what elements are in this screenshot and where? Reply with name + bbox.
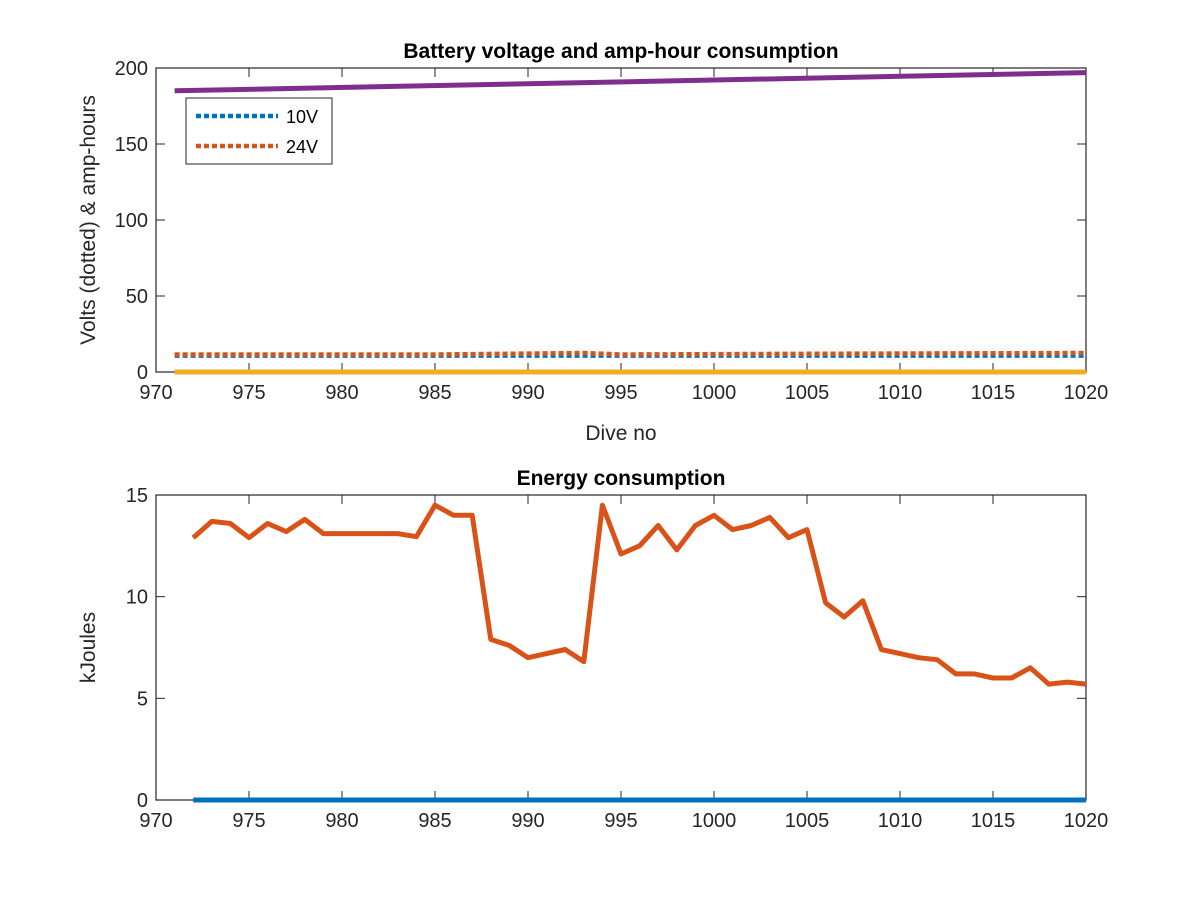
x-tick-label: 990 xyxy=(511,382,544,404)
x-tick-label: 995 xyxy=(604,810,637,832)
legend-label: 10V xyxy=(286,107,318,127)
x-tick-label: 975 xyxy=(232,382,265,404)
y-tick-label: 5 xyxy=(137,688,148,710)
x-tick-label: 1020 xyxy=(1064,810,1109,832)
series-line-24v xyxy=(174,350,1087,357)
y-axis-label: kJoules xyxy=(77,612,100,683)
x-tick-label: 1000 xyxy=(692,382,737,404)
chart-title: Battery voltage and amp-hour consumption xyxy=(403,40,838,63)
x-tick-label: 1015 xyxy=(971,382,1016,404)
legend: 10V 24V xyxy=(185,97,333,165)
x-tick-label: 970 xyxy=(139,810,172,832)
x-tick-label: 975 xyxy=(232,810,265,832)
x-tick-label: 1010 xyxy=(878,382,923,404)
legend-box xyxy=(185,97,333,165)
y-tick-label: 100 xyxy=(115,210,148,232)
x-axis-label: Dive no xyxy=(585,422,656,445)
y-axis-label: Volts (dotted) & amp-hours xyxy=(77,95,100,345)
series-line-0 xyxy=(191,502,1087,687)
x-tick-label: 980 xyxy=(325,382,358,404)
legend-label: 24V xyxy=(286,137,318,157)
voltage-axes: 970 975 980 985 990 995 1000 1005 1010 1015 1020 0 5… xyxy=(77,40,1108,445)
x-tick-label: 1005 xyxy=(785,810,830,832)
y-tick-label: 10 xyxy=(126,587,148,609)
y-tick-label: 15 xyxy=(126,485,148,507)
axes-box xyxy=(155,494,1087,801)
x-tick-label: 1010 xyxy=(878,810,923,832)
x-tick-label: 990 xyxy=(511,810,544,832)
x-tick-label: 970 xyxy=(139,382,172,404)
x-tick-label: 985 xyxy=(418,810,451,832)
y-tick-label: 50 xyxy=(126,286,148,308)
y-tick-label: 0 xyxy=(137,362,148,384)
y-tick-label: 150 xyxy=(115,134,148,156)
series-line-2 xyxy=(174,70,1087,94)
x-tick-label: 1005 xyxy=(785,382,830,404)
chart-title: Energy consumption xyxy=(517,467,726,490)
x-tick-label: 1020 xyxy=(1064,382,1109,404)
x-tick-label: 985 xyxy=(418,382,451,404)
x-tick-label: 1015 xyxy=(971,810,1016,832)
x-tick-label: 980 xyxy=(325,810,358,832)
energy-axes: 970 975 980 985 990 995 1000 1005 1010 1015 102005… xyxy=(77,467,1108,832)
x-tick-label: 995 xyxy=(604,382,637,404)
x-tick-label: 1000 xyxy=(692,810,737,832)
y-tick-label: 0 xyxy=(137,790,148,812)
y-tick-label: 200 xyxy=(115,58,148,80)
